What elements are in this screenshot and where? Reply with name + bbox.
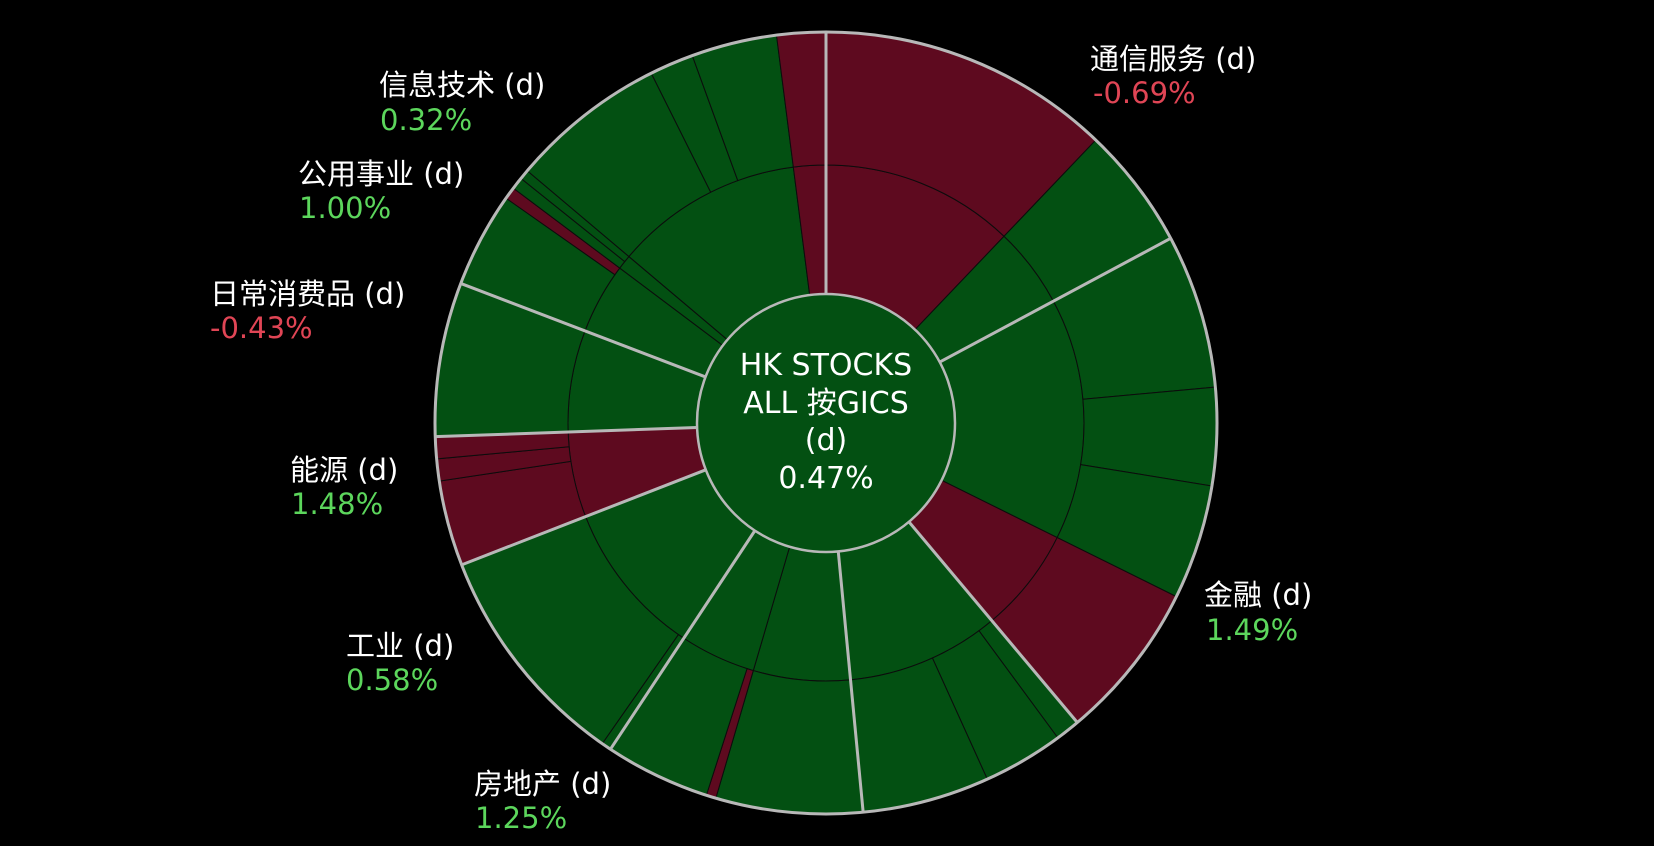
sector-divider — [460, 282, 707, 379]
sector-label-value: -0.69% — [1093, 76, 1196, 110]
sector-divider — [836, 551, 865, 813]
sector-label-value: 1.00% — [299, 191, 391, 225]
sector-label-name[interactable]: 能源 (d) — [290, 453, 398, 487]
sector-divider — [461, 468, 707, 567]
sector-label-value: 0.32% — [380, 103, 472, 137]
sector-labels: 通信服务 (d) -0.69% 金融 (d) 1.49% 房地产 (d) 1.2… — [210, 42, 1312, 835]
center-change-value: 0.47% — [778, 461, 873, 496]
sector-label-value: 1.25% — [475, 801, 567, 835]
sector-divider — [609, 529, 757, 751]
center-title-line-3: (d) — [805, 423, 847, 458]
sector-label-value: -0.43% — [210, 311, 313, 345]
sector-label-name[interactable]: 金融 (d) — [1204, 578, 1312, 612]
sector-divider — [435, 426, 698, 439]
sector-label-value: 1.49% — [1206, 613, 1298, 647]
segments-layer — [434, 31, 1218, 815]
sector-divider — [907, 520, 1079, 724]
sector-label-name[interactable]: 公用事业 (d) — [298, 157, 464, 191]
sector-label-name[interactable]: 信息技术 (d) — [379, 68, 545, 102]
sector-label-value: 0.58% — [346, 663, 438, 697]
center-title-line-2: ALL 按GICS — [743, 386, 909, 421]
sector-label-value: 1.48% — [291, 487, 383, 521]
sector-label-name[interactable]: 房地产 (d) — [474, 767, 611, 801]
sector-label-name[interactable]: 通信服务 (d) — [1090, 42, 1256, 76]
center-disk[interactable] — [695, 292, 957, 554]
center-title-line-1: HK STOCKS — [740, 348, 912, 383]
sector-label-name[interactable]: 工业 (d) — [346, 629, 454, 663]
sector-borders-layer — [435, 32, 1172, 813]
sector-label-name[interactable]: 日常消费品 (d) — [210, 277, 405, 311]
sector-divider — [938, 237, 1172, 364]
outer-ring-border — [433, 30, 1219, 816]
